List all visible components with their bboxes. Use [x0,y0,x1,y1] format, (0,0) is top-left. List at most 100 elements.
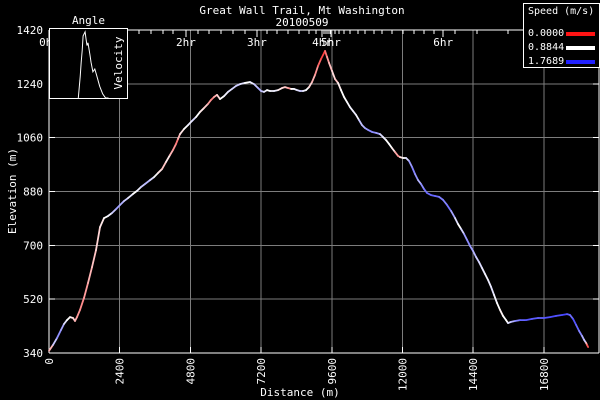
profile-segment [411,166,416,176]
profile-segment [525,318,533,322]
profile-segment [472,250,477,258]
profile-segment [578,329,583,337]
profile-segment [457,223,462,230]
profile-segment [337,82,342,92]
profile-segment [340,89,345,98]
profile-segment [343,96,348,103]
profile-segment [317,58,322,67]
profile-segment [87,266,93,284]
speed-legend: Speed (m/s) 0.0000 0.8844 1.7689 [523,3,600,68]
profile-segment [91,249,97,269]
profile-segment [460,227,465,235]
profile-segment [165,154,171,163]
profile-segment [549,315,557,319]
profile-segment [60,323,65,331]
legend-entry: 0.8844 [528,42,597,54]
legend-entry-label: 0.8844 [528,42,565,53]
profile-segment [575,323,580,332]
profile-segment [191,116,197,122]
y-axis-label: Elevation (m) [6,147,19,235]
profile-segment [499,309,504,317]
profile-segment [144,179,151,185]
profile-segment [493,294,498,304]
profile-segment [111,208,117,214]
x-axis-label: Distance (m) [260,386,340,399]
profile-segment [414,173,419,182]
angle-inset-curve [77,30,109,99]
profile-segment [52,337,58,346]
profile-segment [450,210,456,220]
time-label: 4hr [312,36,332,49]
profile-segment [475,256,480,263]
y-tick-label: 1420 [17,24,44,37]
profile-segment [115,204,121,211]
legend-key-line [566,46,595,50]
y-tick-label: 1240 [17,78,44,91]
time-label: 5hr [321,36,341,49]
profile-segment [136,186,142,192]
legend-entry-label: 0.0000 [528,28,565,39]
profile-segment [478,261,483,269]
profile-segment [324,50,328,58]
profile-segment [355,114,360,121]
profile-segment [543,316,551,319]
chart-title: Great Wall Trail, Mt Washington [199,4,405,17]
time-label: 6hr [433,36,453,49]
profile-segment [203,102,209,109]
profile-segment [223,91,229,97]
x-tick-label: 14400 [467,358,480,391]
legend-key-line [566,32,595,36]
profile-segment [442,198,448,206]
x-tick-label: 12000 [397,358,410,391]
profile-segment [157,168,163,174]
profile-segment [463,233,468,241]
angle-curve [77,30,109,99]
x-tick-label: 16800 [538,358,551,391]
profile-segment [172,143,177,151]
profile-segment [586,344,589,348]
x-tick-label: 7200 [255,358,268,385]
profile-segment [572,318,577,326]
x-tick-label: 9600 [326,358,339,385]
profile-segment [56,329,62,339]
legend-entry: 0.0000 [528,28,597,40]
time-label: 3hr [247,36,267,49]
profile-segment [314,64,319,76]
profile-segment [320,52,325,60]
profile-segment [490,286,495,296]
profile-segment [331,70,336,80]
profile-segment [531,317,539,320]
profile-segment [169,149,174,156]
profile-segment [127,192,134,199]
time-label: 2hr [176,36,196,49]
y-tick-label: 880 [23,186,43,199]
profile-segment [328,61,333,72]
profile-segment [79,297,85,311]
x-tick-label: 4800 [184,358,197,385]
profile-segment [48,344,54,352]
angle-inset-plot: Velocity [49,28,128,99]
profile-segment [179,128,185,135]
profile-segment [469,245,474,252]
profile-segment [496,302,501,311]
profile-segment [308,81,313,89]
profile-segment [83,282,89,299]
x-tick-label: 2400 [114,358,127,385]
profile-segment [326,56,330,64]
x-tick-label: 0 [43,358,56,365]
profile-segment [187,120,193,127]
inset-title: Angle [71,14,106,27]
inset-velocity-label: Velocity [112,36,125,90]
profile-segment [346,101,351,109]
chart-subtitle: 20100509 [275,16,329,29]
profile-segment [466,239,471,247]
profile-segment [446,204,452,212]
profile-segment [161,160,167,170]
profile-segment [99,217,105,228]
legend-entry-label: 1.7689 [528,56,565,67]
legend-entry: 1.7689 [528,56,597,68]
profile-segment [153,172,159,179]
profile-segment [487,279,492,288]
profile-segment [175,137,179,145]
